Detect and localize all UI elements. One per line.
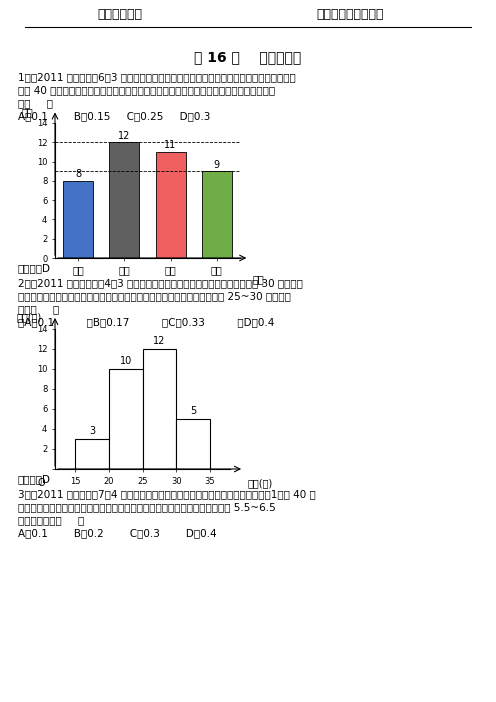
- Text: 人数: 人数: [22, 107, 33, 117]
- Text: （A）0.1          （B）0.17          （C）0.33          （D）0.4: （A）0.1 （B）0.17 （C）0.33 （D）0.4: [18, 317, 274, 327]
- Text: 12: 12: [153, 336, 166, 346]
- Text: 试一分钟仰卧起坐次数，并绘制了如图所示的直方图，学生仰卧起坐次数在 25~30 之间的频: 试一分钟仰卧起坐次数，并绘制了如图所示的直方图，学生仰卧起坐次数在 25~30 …: [18, 291, 291, 301]
- Text: 3．（2011 浙江温州，7，4 分）为了支援地震灾区同学，某校开展捐书活动，九（1）班 40 名: 3．（2011 浙江温州，7，4 分）为了支援地震灾区同学，某校开展捐书活动，九…: [18, 489, 316, 499]
- Text: 5: 5: [190, 406, 196, 416]
- Text: O: O: [38, 478, 45, 488]
- Text: 【答案】D: 【答案】D: [18, 474, 51, 484]
- Text: 组别: 组别: [253, 274, 265, 284]
- Text: 12: 12: [118, 131, 130, 141]
- Bar: [202, 171, 232, 258]
- Text: 查了 40 名学生，将结果绘制成了如图所示的频数分布直方图，则参加绘画兴趣小组的频率: 查了 40 名学生，将结果绘制成了如图所示的频数分布直方图，则参加绘画兴趣小组的…: [18, 85, 275, 95]
- Text: 10: 10: [120, 356, 132, 366]
- Bar: [142, 349, 176, 469]
- Bar: [176, 419, 210, 469]
- Text: A．0.1        B．0.2        C．0.3        D．0.4: A．0.1 B．0.2 C．0.3 D．0.4: [18, 528, 217, 538]
- Bar: [110, 143, 139, 258]
- Text: A．0.1        B．0.15     C．0.25     D．0.3: A．0.1 B．0.15 C．0.25 D．0.3: [18, 111, 210, 121]
- Text: 【答案】D: 【答案】D: [18, 263, 51, 273]
- Text: 组别的频率是（     ）: 组别的频率是（ ）: [18, 515, 84, 525]
- Text: 次数(次): 次数(次): [248, 478, 273, 488]
- Text: 9: 9: [214, 160, 220, 170]
- Bar: [63, 181, 93, 258]
- Text: 率为（     ）: 率为（ ）: [18, 304, 59, 314]
- Text: 第 16 章    频数与频率: 第 16 章 频数与频率: [194, 50, 302, 64]
- Bar: [109, 369, 142, 469]
- Bar: [75, 439, 109, 469]
- Text: 3: 3: [89, 426, 95, 436]
- Text: 8: 8: [75, 169, 81, 180]
- Text: 是（     ）: 是（ ）: [18, 98, 53, 108]
- Text: 同学积极参与，现将捐书数量绘制成频数分布直方图如图所示，则捐书数量在 5.5~6.5: 同学积极参与，现将捐书数量绘制成频数分布直方图如图所示，则捐书数量在 5.5~6…: [18, 502, 276, 512]
- Text: 11: 11: [164, 140, 177, 150]
- Text: 人数(人): 人数(人): [16, 312, 42, 322]
- Text: 2．（2011 四川南充市，4，3 分）某学校为了了解某年级体能情况，随机选取 30 名学生测: 2．（2011 四川南充市，4，3 分）某学校为了了解某年级体能情况，随机选取 …: [18, 278, 303, 288]
- Text: 专业初中、高中辅导: 专业初中、高中辅导: [316, 8, 384, 21]
- Bar: [156, 152, 186, 258]
- Text: 杭州长成教育: 杭州长成教育: [98, 8, 142, 21]
- Text: 1．（2011 浙江金华，6，3 分）学校为了解七年级学生参加课外兴趣小组活动情况，随机调: 1．（2011 浙江金华，6，3 分）学校为了解七年级学生参加课外兴趣小组活动情…: [18, 72, 296, 82]
